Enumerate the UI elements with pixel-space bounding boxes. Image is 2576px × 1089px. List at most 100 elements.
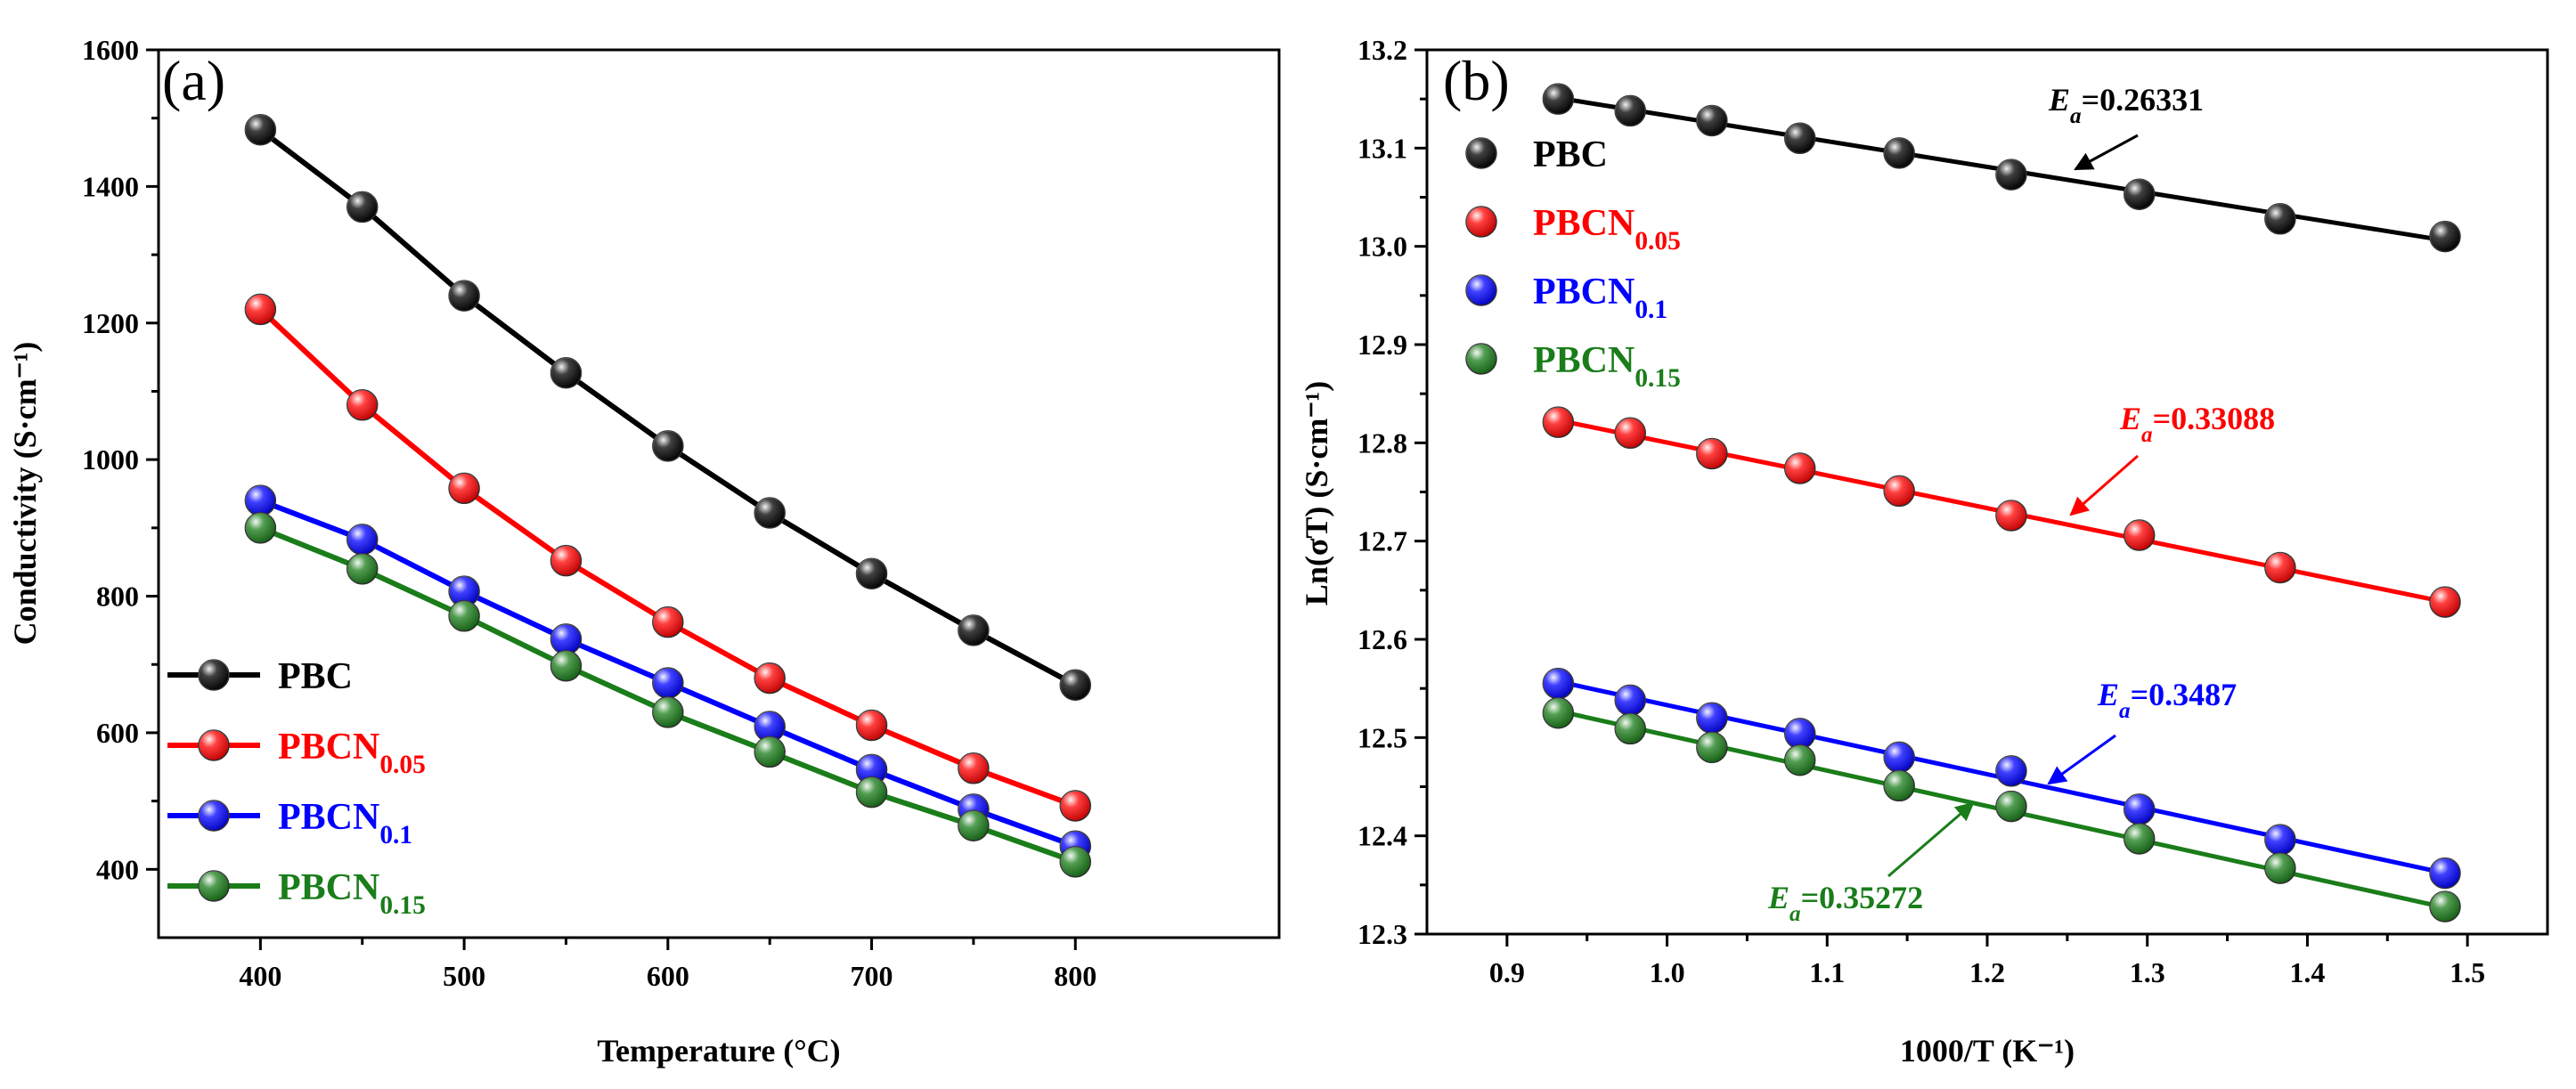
legend-item-pbcn0-05: PBCN0.05 — [167, 727, 426, 779]
x-tick-label: 1.5 — [2450, 956, 2485, 988]
data-point-shine — [754, 711, 786, 743]
x-tick-label: 1.2 — [1969, 956, 2005, 988]
activation-energy-pbc: Ea=0.26331 — [2048, 82, 2204, 171]
annotation-symbol: E — [2119, 401, 2141, 436]
x-tick-label: 1.0 — [1650, 956, 1685, 988]
x-axis-title-a: Temperature (°C) — [597, 1033, 840, 1069]
data-point-shine — [2124, 823, 2155, 854]
legend-item-pbcn0-15: PBCN0.15 — [167, 867, 426, 920]
x-axis-title-b: 1000/T (K⁻¹) — [1900, 1033, 2075, 1069]
series-pbcn0-1 — [1542, 667, 2461, 890]
data-point-shine — [1995, 159, 2026, 191]
legend-marker-shine — [1466, 275, 1496, 305]
conductivity-chart: 400 500 600 700 800 400 600 800 1000 1200 1400 1600… — [7, 34, 1281, 1069]
data-point-shine — [856, 754, 887, 785]
data-point-shine — [1884, 475, 1915, 507]
series-pbcn0-15 — [1542, 697, 2461, 922]
annotation-arrow — [2047, 734, 2116, 785]
data-point-shine — [550, 623, 582, 654]
data-point-shine — [245, 114, 276, 145]
annotation-symbol: E — [2097, 677, 2119, 712]
legend-label-pbc: PBC — [278, 656, 353, 697]
data-point-shine — [1784, 718, 1815, 749]
data-point-shine — [2124, 793, 2155, 825]
y-tick-label: 1400 — [82, 170, 139, 202]
data-point-shine — [550, 545, 582, 576]
y-tick-label: 12.3 — [1357, 918, 1407, 950]
y-tick-label: 400 — [96, 853, 139, 885]
legend-item-pbcn0-15: PBCN0.15 — [1465, 340, 1681, 393]
legend-label-pbcn0-1: PBCN0.1 — [278, 797, 412, 849]
y-tick-label: 13.2 — [1357, 34, 1407, 66]
annotation-subscript: a — [2141, 423, 2153, 447]
data-point-shine — [1784, 744, 1815, 776]
data-point-shine — [1696, 105, 1727, 136]
annotation-arrow — [2074, 134, 2139, 171]
legend-label-pbcn0-05-sub: 0.05 — [1634, 227, 1680, 256]
annotation-value: =0.26331 — [2082, 82, 2205, 118]
legend-label-pbc: PBC — [1533, 134, 1608, 175]
x-tick-label: 1.1 — [1809, 956, 1845, 988]
y-axis-title-b: Ln(σT) (S·cm⁻¹) — [1299, 381, 1334, 605]
annotation-value: =0.3487 — [2131, 677, 2238, 712]
data-point-shine — [1543, 697, 1574, 728]
data-point-shine — [550, 357, 582, 388]
series-pbcn0-05 — [1542, 406, 2461, 618]
y-tick-label: 1200 — [82, 307, 139, 339]
x-tick-label: 500 — [443, 960, 485, 992]
data-point-shine — [652, 667, 683, 698]
data-point-shine — [652, 430, 683, 461]
data-point-shine — [2264, 825, 2295, 856]
legend-label-pbcn0-15: PBCN0.15 — [1533, 340, 1681, 393]
legend-label-pbcn0-05-sub: 0.05 — [379, 751, 425, 779]
y-tick-label: 12.5 — [1357, 721, 1407, 753]
data-point-shine — [2429, 891, 2460, 922]
data-point-shine — [1696, 732, 1727, 763]
data-point-shine — [652, 696, 683, 727]
y-tick-label: 800 — [96, 581, 139, 613]
series-pbc — [1542, 83, 2461, 253]
y-tick-label: 12.9 — [1357, 329, 1407, 361]
data-point-shine — [856, 710, 887, 741]
data-point-shine — [449, 280, 480, 312]
x-tick-label: 1.3 — [2130, 956, 2165, 988]
y-tick-label: 12.8 — [1357, 427, 1407, 459]
data-point-shine — [1615, 418, 1646, 449]
series-line-pbcn0-05 — [258, 307, 1077, 809]
annotation-subscript: a — [2119, 699, 2131, 723]
data-point-shine — [245, 485, 276, 516]
series-pbcn0-1 — [244, 484, 1092, 862]
data-point-shine — [550, 650, 582, 681]
data-point-shine — [1615, 95, 1646, 126]
legend-item-pbc: PBC — [1465, 134, 1608, 175]
data-point-shine — [1995, 500, 2026, 531]
data-point-shine — [2124, 179, 2155, 210]
series-pbcn0-05 — [244, 293, 1092, 822]
annotation-value: =0.33088 — [2153, 401, 2276, 436]
y-tick-label: 13.1 — [1357, 132, 1407, 164]
data-point-shine — [449, 600, 480, 631]
data-point-shine — [1884, 742, 1915, 773]
legend-item-pbcn0-1: PBCN0.1 — [1465, 272, 1667, 324]
data-point-shine — [449, 576, 480, 607]
annotation-value: =0.35272 — [1801, 880, 1924, 915]
legend-label-pbcn0-15-base: PBCN — [1533, 340, 1634, 381]
annotation-label: Ea=0.35272 — [1767, 880, 1923, 926]
legend-marker-shine — [199, 800, 229, 831]
annotation-label: Ea=0.26331 — [2048, 82, 2204, 128]
x-tick-label: 1.4 — [2289, 956, 2325, 988]
activation-energy-pbcn0-1: Ea=0.3487 — [2047, 677, 2238, 785]
y-tick-label: 12.7 — [1357, 525, 1407, 557]
data-point-shine — [1543, 668, 1574, 699]
data-point-shine — [856, 776, 887, 808]
x-tick-label: 0.9 — [1489, 956, 1525, 988]
data-point-shine — [1615, 685, 1646, 716]
data-point-shine — [856, 558, 887, 589]
data-point-shine — [1615, 713, 1646, 744]
data-point-shine — [958, 810, 989, 841]
plot-frame-b — [1425, 48, 2549, 936]
legend-label-pbcn0-15-base: PBCN — [278, 867, 379, 908]
legend-item-pbcn0-1: PBCN0.1 — [167, 797, 412, 849]
legend-label-pbc-base: PBC — [278, 656, 353, 697]
